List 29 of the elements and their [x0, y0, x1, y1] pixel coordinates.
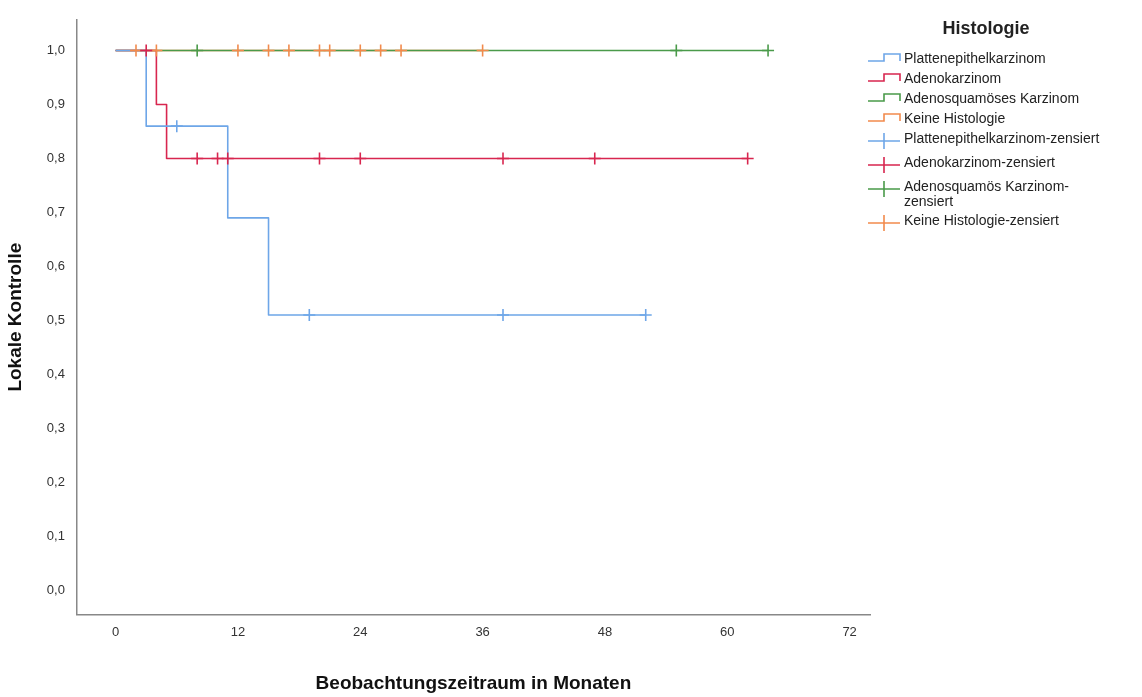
- x-tick-label: 12: [230, 623, 246, 639]
- x-tick-label: 60: [720, 623, 735, 639]
- x-tick-label: 36: [475, 623, 490, 639]
- y-tick-label: 0,8: [46, 150, 65, 166]
- legend-label: Plattenepithelkarzinom-zensiert: [904, 130, 1101, 146]
- x-tick-label: 24: [353, 623, 368, 639]
- y-tick-label: 0,3: [46, 419, 65, 435]
- legend-label: Keine Histologie: [904, 110, 1007, 126]
- legend-label: Plattenepithelkarzinom: [904, 50, 1047, 66]
- x-axis-title: Beobachtungszeitraum in Monaten: [315, 671, 632, 693]
- x-tick-label: 48: [597, 623, 613, 639]
- legend-label: Adenosquamös Karzinom-zensiert: [904, 178, 1070, 209]
- y-tick-label: 0,7: [46, 204, 65, 220]
- legend-title: Histologie: [941, 18, 1031, 39]
- x-tick-label: 0: [111, 623, 120, 639]
- y-tick-label: 0,9: [46, 96, 65, 112]
- legend-label: Adenokarzinom: [904, 70, 1003, 86]
- legend-label: Keine Histologie-zensiert: [904, 212, 1060, 228]
- y-tick-label: 0,2: [46, 473, 65, 489]
- y-axis-title: Lokale Kontrolle: [3, 242, 25, 392]
- legend-label: Adenosquamöses Karzinom: [904, 90, 1081, 106]
- y-tick-label: 0,4: [46, 365, 65, 381]
- y-tick-label: 0,5: [46, 312, 65, 328]
- legend-label: Adenokarzinom-zensiert: [904, 154, 1056, 170]
- y-tick-label: 0,0: [46, 581, 65, 597]
- y-tick-label: 1,0: [46, 42, 65, 58]
- y-tick-label: 0,6: [46, 258, 65, 274]
- y-tick-label: 0,1: [46, 527, 65, 543]
- x-tick-label: 72: [842, 623, 857, 639]
